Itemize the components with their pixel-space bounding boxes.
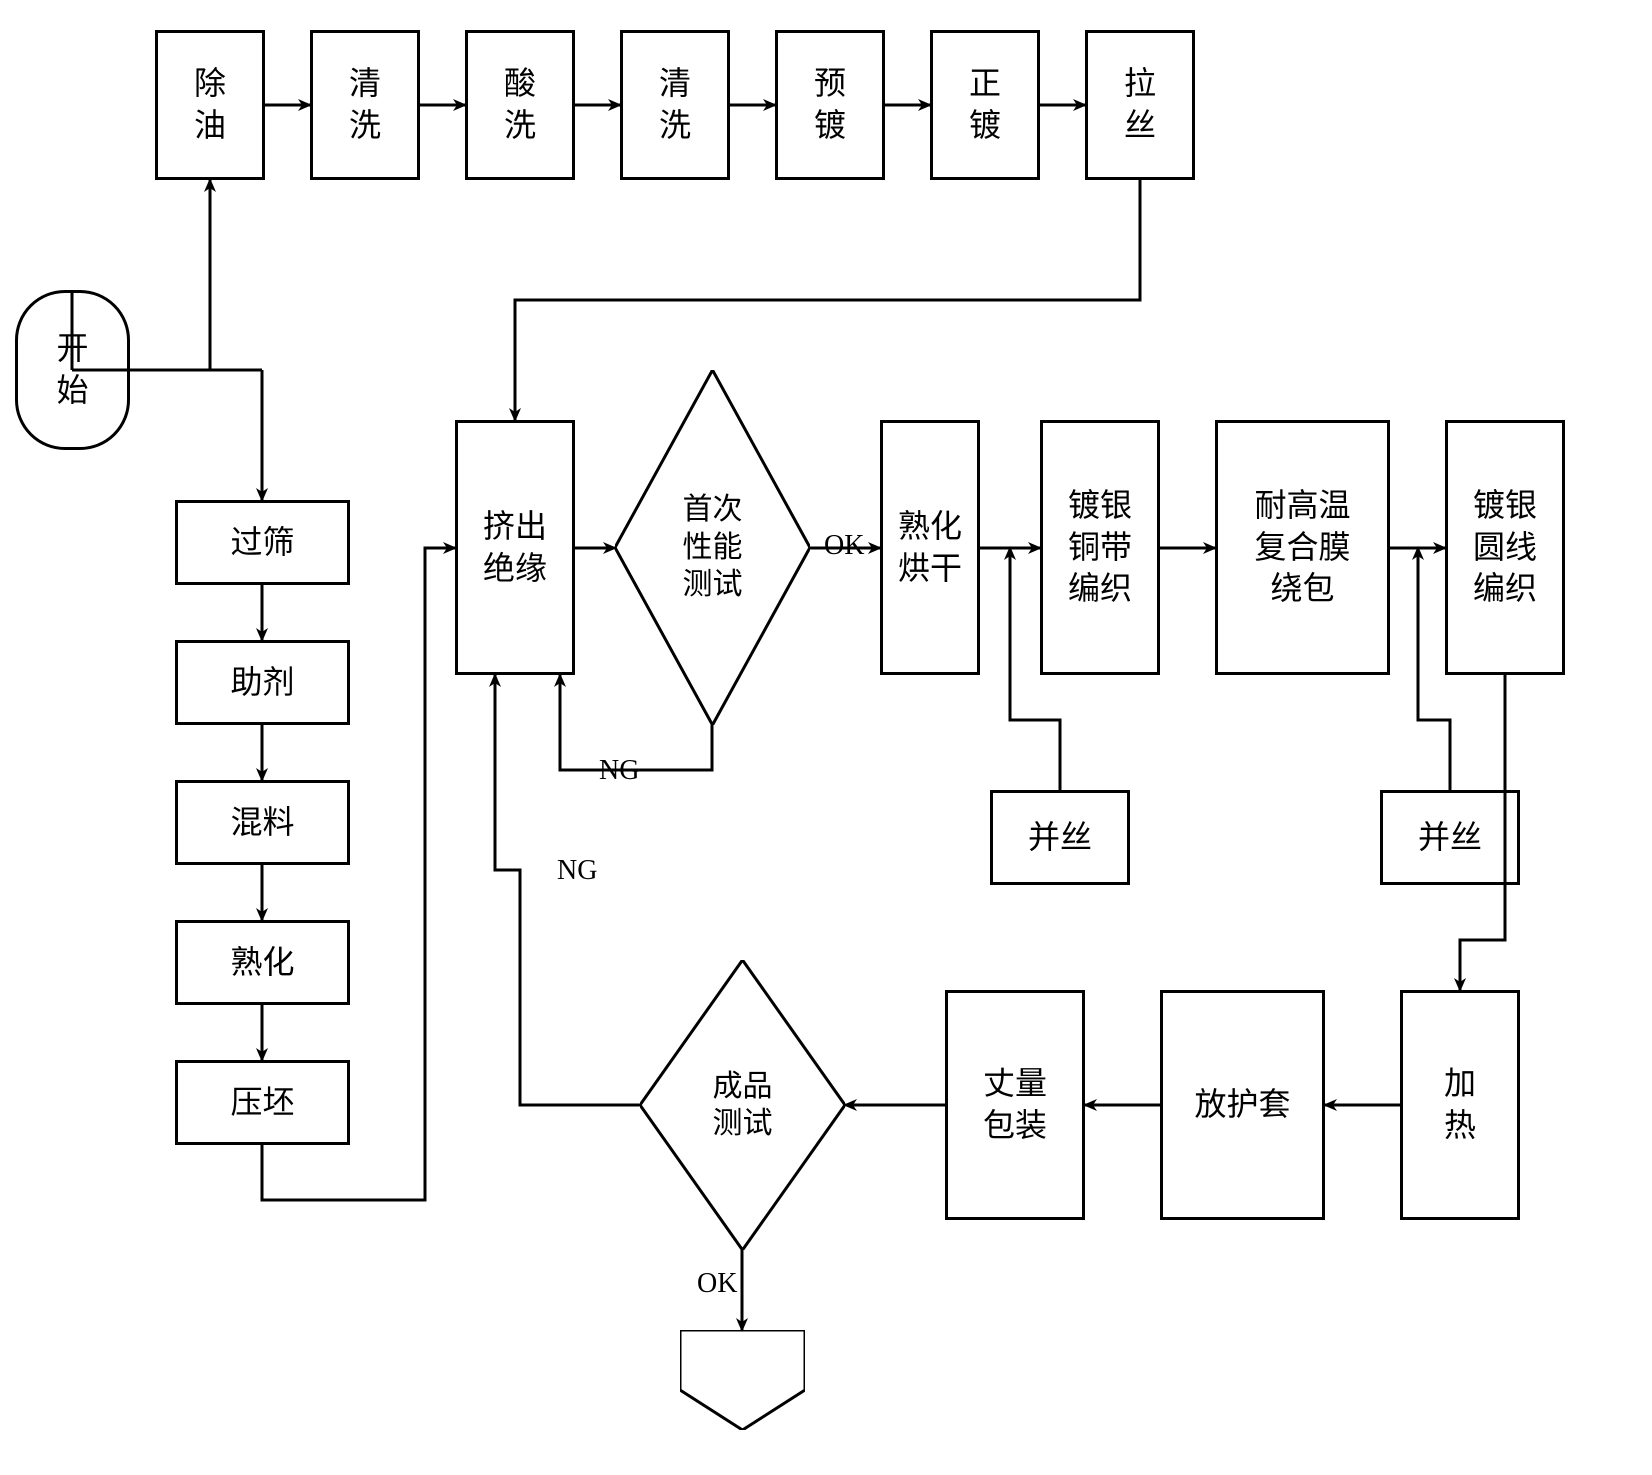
node-bs2: 并丝: [1380, 790, 1520, 885]
edge-label-ok2: OK: [695, 1268, 739, 1300]
label-mix: 混料: [230, 802, 294, 844]
label-wash2: 清洗: [659, 63, 691, 146]
node-preplate: 预镀: [775, 30, 885, 180]
start-node: 开始: [15, 290, 130, 450]
label-test2: 成品测试: [713, 1068, 773, 1143]
label-bs2: 并丝: [1418, 817, 1482, 859]
node-braid2: 镀银圆线编织: [1445, 420, 1565, 675]
node-end: [680, 1330, 805, 1430]
node-pack: 丈量包装: [945, 990, 1085, 1220]
label-test1: 首次性能测试: [683, 491, 743, 604]
node-press: 压坯: [175, 1060, 350, 1145]
node-dry: 熟化烘干: [880, 420, 980, 675]
flowchart-arrows: [0, 0, 1652, 1475]
node-deoil: 除油: [155, 30, 265, 180]
label-press: 压坯: [230, 1082, 294, 1124]
node-acid: 酸洗: [465, 30, 575, 180]
node-draw: 拉丝: [1085, 30, 1195, 180]
label-bs1: 并丝: [1028, 817, 1092, 859]
label-heat: 加热: [1444, 1063, 1476, 1146]
label-sleeve: 放护套: [1194, 1084, 1290, 1126]
label-plate: 正镀: [969, 63, 1001, 146]
node-sieve: 过筛: [175, 500, 350, 585]
label-deoil: 除油: [194, 63, 226, 146]
node-plate: 正镀: [930, 30, 1040, 180]
label-extrude: 挤出绝缘: [483, 506, 547, 589]
node-test2: 成品测试: [640, 960, 845, 1250]
edge-label-ng1: NG: [597, 755, 641, 787]
node-bs1: 并丝: [990, 790, 1130, 885]
node-wash1: 清洗: [310, 30, 420, 180]
label-braid2: 镀银圆线编织: [1473, 485, 1537, 610]
edge-label-ng2: NG: [555, 855, 599, 887]
node-heat: 加热: [1400, 990, 1520, 1220]
node-wash2: 清洗: [620, 30, 730, 180]
node-sleeve: 放护套: [1160, 990, 1325, 1220]
node-cure1: 熟化: [175, 920, 350, 1005]
label-acid: 酸洗: [504, 63, 536, 146]
node-agent: 助剂: [175, 640, 350, 725]
start-label: 开始: [56, 328, 88, 411]
edge-label-ok1: OK: [822, 530, 866, 562]
label-braid1: 镀银铜带编织: [1068, 485, 1132, 610]
label-wrap: 耐高温复合膜绕包: [1254, 485, 1350, 610]
node-extrude: 挤出绝缘: [455, 420, 575, 675]
label-sieve: 过筛: [230, 522, 294, 564]
label-cure1: 熟化: [230, 942, 294, 984]
node-braid1: 镀银铜带编织: [1040, 420, 1160, 675]
node-wrap: 耐高温复合膜绕包: [1215, 420, 1390, 675]
label-pack: 丈量包装: [983, 1063, 1047, 1146]
label-draw: 拉丝: [1124, 63, 1156, 146]
label-preplate: 预镀: [814, 63, 846, 146]
node-mix: 混料: [175, 780, 350, 865]
node-test1: 首次性能测试: [615, 370, 810, 725]
label-agent: 助剂: [230, 662, 294, 704]
label-dry: 熟化烘干: [898, 506, 962, 589]
label-wash1: 清洗: [349, 63, 381, 146]
